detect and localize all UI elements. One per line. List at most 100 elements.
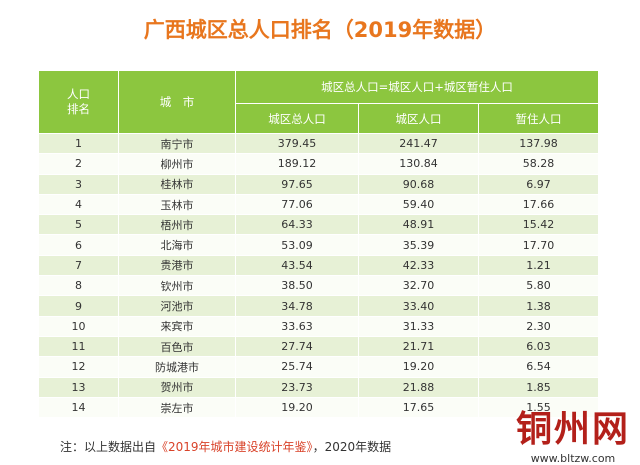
table-cell: 38.50 xyxy=(235,275,359,297)
header-cell: 城区人口 xyxy=(358,103,479,134)
table-cell: 64.33 xyxy=(235,214,359,236)
table-cell: 31.33 xyxy=(358,315,479,337)
table-cell: 南宁市 xyxy=(118,132,236,155)
table-cell: 58.28 xyxy=(477,153,600,175)
table-cell: 13 xyxy=(38,376,119,398)
table-row: 13 贺州市 23.73 21.88 1.85 xyxy=(38,376,600,398)
table-row: 2 柳州市 189.12 130.84 58.28 xyxy=(38,153,600,175)
table-cell: 百色市 xyxy=(118,335,236,358)
header-cell: 人口排名 xyxy=(38,70,119,134)
table-row: 5 梧州市 64.33 48.91 15.42 xyxy=(38,214,600,236)
note-source: 《2019年城市建设统计年鉴》 xyxy=(156,440,313,454)
table-cell: 北海市 xyxy=(118,234,236,256)
table-cell: 防城港市 xyxy=(118,356,236,378)
table-cell: 15.42 xyxy=(477,214,600,236)
ranking-table: 人口排名 城 市城区总人口=城区人口+城区暂住人口 城区总人口 城区人口 暂住人口 1… xyxy=(38,70,600,419)
table-cell: 137.98 xyxy=(477,132,600,155)
header-cell: 城区总人口=城区人口+城区暂住人口 xyxy=(234,70,600,104)
table-cell: 10 xyxy=(38,315,119,337)
table-cell: 33.40 xyxy=(358,295,479,317)
table-cell: 6.97 xyxy=(477,173,600,195)
table-cell: 柳州市 xyxy=(118,153,236,175)
table-cell: 34.78 xyxy=(235,295,359,317)
table-cell: 崇左市 xyxy=(118,396,236,419)
header-text: 人口排名 xyxy=(66,87,90,116)
table-cell: 8 xyxy=(38,275,119,297)
table-cell: 53.09 xyxy=(235,234,359,256)
table-cell: 梧州市 xyxy=(118,214,236,236)
table-cell: 90.68 xyxy=(358,173,479,195)
table-cell: 来宾市 xyxy=(118,315,236,337)
table-cell: 33.63 xyxy=(235,315,359,337)
header-cell: 城 市 xyxy=(118,70,236,134)
title: 广西城区总人口排名（2019年数据） xyxy=(143,18,497,42)
table-cell: 35.39 xyxy=(358,234,479,256)
table-cell: 1.21 xyxy=(477,254,600,277)
table-cell: 6.03 xyxy=(477,335,600,358)
table-cell: 130.84 xyxy=(358,153,479,175)
table-cell: 5 xyxy=(38,214,119,236)
table-cell: 4 xyxy=(38,193,119,216)
table-row: 11 百色市 27.74 21.71 6.03 xyxy=(38,335,600,358)
table-cell: 11 xyxy=(38,335,119,358)
table-cell: 48.91 xyxy=(358,214,479,236)
table-row: 12 防城港市 25.74 19.20 6.54 xyxy=(38,356,600,378)
table-cell: 9 xyxy=(38,295,119,317)
table-row: 9 河池市 34.78 33.40 1.38 xyxy=(38,295,600,317)
table-cell: 14 xyxy=(38,396,119,419)
table-cell: 97.65 xyxy=(235,173,359,195)
table-cell: 2 xyxy=(38,153,119,175)
table-cell: 1.55 xyxy=(477,396,600,419)
table-row: 3 桂林市 97.65 90.68 6.97 xyxy=(38,173,600,195)
table-cell: 17.66 xyxy=(477,193,600,216)
table-cell: 21.71 xyxy=(358,335,479,358)
table-cell: 河池市 xyxy=(118,295,236,317)
table-cell: 241.47 xyxy=(358,132,479,155)
note-text: 注：以上数据出自 xyxy=(60,440,157,454)
table-cell: 43.54 xyxy=(235,254,359,277)
table-row: 7 贵港市 43.54 42.33 1.21 xyxy=(38,254,600,277)
table-cell: 钦州市 xyxy=(118,275,236,297)
table-cell: 6.54 xyxy=(477,356,600,378)
table-cell: 贵港市 xyxy=(118,254,236,277)
table-cell: 玉林市 xyxy=(118,193,236,216)
header-cell: 暂住人口 xyxy=(477,103,600,134)
note-text: ，2020年数据 xyxy=(312,440,392,454)
table-cell: 42.33 xyxy=(358,254,479,277)
table-cell: 6 xyxy=(38,234,119,256)
table-row: 4 玉林市 77.06 59.40 17.66 xyxy=(38,193,600,216)
watermark: 铜州网 www.bltzw.com xyxy=(515,400,630,465)
table-cell: 379.45 xyxy=(235,132,359,155)
table-cell: 25.74 xyxy=(235,356,359,378)
table-cell: 77.06 xyxy=(235,193,359,216)
table-cell: 32.70 xyxy=(358,275,479,297)
header-cell: 城区总人口 xyxy=(235,103,359,134)
table-cell: 3 xyxy=(38,173,119,195)
table-cell: 12 xyxy=(38,356,119,378)
table-row: 1 南宁市 379.45 241.47 137.98 xyxy=(38,132,600,155)
table-cell: 5.80 xyxy=(477,275,600,297)
table-cell: 21.88 xyxy=(358,376,479,398)
table-cell: 189.12 xyxy=(235,153,359,175)
table-cell: 1.85 xyxy=(477,376,600,398)
table-cell: 17.65 xyxy=(358,396,479,419)
table-row: 14 崇左市 19.20 17.65 1.55 xyxy=(38,396,600,419)
watermark-url: www.bltzw.com xyxy=(515,452,630,465)
table-row: 8 钦州市 38.50 32.70 5.80 xyxy=(38,275,600,297)
watermark-name: 铜州网 xyxy=(515,408,630,450)
table-cell: 2.30 xyxy=(477,315,600,337)
table-row: 10 来宾市 33.63 31.33 2.30 xyxy=(38,315,600,337)
table-body: 1 南宁市 379.45 241.47 137.98 2 柳州市 189.12 130.84 58… xyxy=(38,132,600,419)
table-cell: 17.70 xyxy=(477,234,600,256)
table-cell: 23.73 xyxy=(235,376,359,398)
table-cell: 7 xyxy=(38,254,119,277)
table-cell: 1.38 xyxy=(477,295,600,317)
table-cell: 贺州市 xyxy=(118,376,236,398)
table-cell: 19.20 xyxy=(358,356,479,378)
table-cell: 27.74 xyxy=(235,335,359,358)
table-cell: 桂林市 xyxy=(118,173,236,195)
table-cell: 19.20 xyxy=(235,396,359,419)
table-cell: 59.40 xyxy=(358,193,479,216)
table-cell: 1 xyxy=(38,132,119,155)
